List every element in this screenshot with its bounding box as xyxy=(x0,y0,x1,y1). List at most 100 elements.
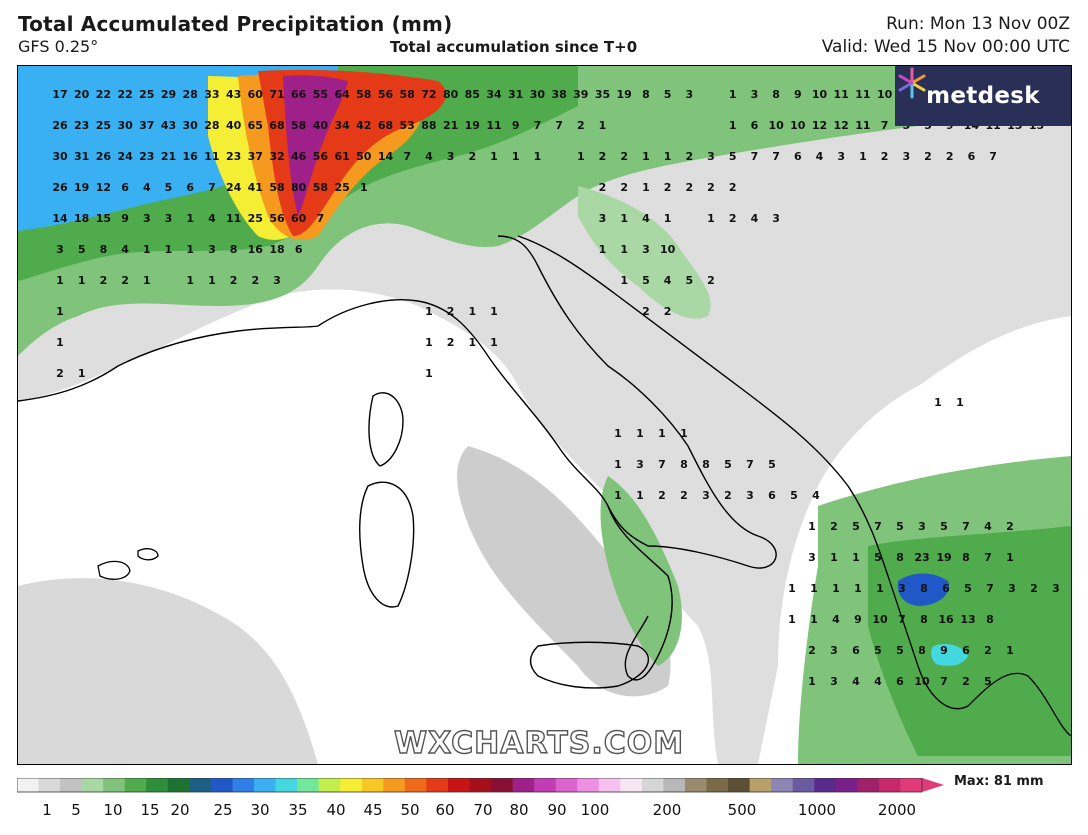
precip-value: 7 xyxy=(555,119,563,132)
legend-swatch xyxy=(491,778,514,792)
legend-swatch xyxy=(275,778,298,792)
precip-value: 7 xyxy=(962,520,970,533)
precip-value: 5 xyxy=(165,181,173,194)
legend-overflow-arrow xyxy=(922,778,944,792)
precip-value: 2 xyxy=(984,644,992,657)
precip-value: 19 xyxy=(617,88,632,101)
precip-value: 30 xyxy=(117,119,133,132)
legend-swatch xyxy=(17,778,40,792)
precip-value: 7 xyxy=(658,458,666,471)
legend-swatch xyxy=(620,778,643,792)
legend-swatch xyxy=(555,778,578,792)
precip-value: 5 xyxy=(964,582,972,595)
precip-value: 1 xyxy=(56,336,64,349)
precip-value: 1 xyxy=(186,274,194,287)
precip-value: 3 xyxy=(746,489,754,502)
precip-value: 6 xyxy=(295,243,303,256)
precip-value: 1 xyxy=(599,243,607,256)
precip-value: 6 xyxy=(942,582,950,595)
legend-swatch xyxy=(297,778,320,792)
precip-value: 7 xyxy=(986,582,994,595)
precip-value: 20 xyxy=(74,88,90,101)
precip-value: 9 xyxy=(512,119,520,132)
precip-value: 66 xyxy=(291,88,307,101)
precip-value: 85 xyxy=(465,88,480,101)
precip-value: 1 xyxy=(808,520,816,533)
precip-value: 56 xyxy=(269,212,285,225)
precip-value: 5 xyxy=(78,243,86,256)
legend-tick-label: 90 xyxy=(547,801,566,819)
precip-value: 3 xyxy=(1008,582,1016,595)
precip-value: 58 xyxy=(400,88,415,101)
precip-value: 5 xyxy=(790,489,798,502)
legend-swatch xyxy=(469,778,492,792)
precip-value: 50 xyxy=(356,150,372,163)
precip-value: 1 xyxy=(599,119,607,132)
precip-value: 1 xyxy=(642,181,650,194)
precipitation-map[interactable]: 17 20 22 22 25 29 28 33 43 60 71 66 55 64 58 56 58 72 80 85… xyxy=(17,65,1072,765)
precip-value: 3 xyxy=(273,274,281,287)
precip-value: 7 xyxy=(984,551,992,564)
precip-value: 3 xyxy=(751,88,759,101)
precip-value: 34 xyxy=(486,88,502,101)
precip-value: 4 xyxy=(852,675,860,688)
legend-swatch xyxy=(340,778,363,792)
france-coast xyxy=(18,325,319,402)
precip-value: 14 xyxy=(52,212,68,225)
precip-value: 25 xyxy=(139,88,154,101)
precip-value: 1 xyxy=(852,551,860,564)
precip-value: 22 xyxy=(96,88,111,101)
precip-value: 6 xyxy=(794,150,802,163)
precip-value: 2 xyxy=(1006,520,1014,533)
precip-value: 3 xyxy=(208,243,216,256)
precip-value: 8 xyxy=(772,88,780,101)
legend-swatch xyxy=(383,778,406,792)
precip-value: 1 xyxy=(707,212,715,225)
legend-tick-label: 1000 xyxy=(798,801,836,819)
legend-swatch xyxy=(814,778,837,792)
precip-value: 8 xyxy=(642,88,650,101)
precip-value: 19 xyxy=(74,181,89,194)
chart-subtitle: Total accumulation since T+0 xyxy=(390,38,638,56)
precip-value: 11 xyxy=(204,150,219,163)
precip-value: 2 xyxy=(808,644,816,657)
precip-value: 8 xyxy=(702,458,710,471)
precip-value: 58 xyxy=(356,88,371,101)
legend-tick-label: 500 xyxy=(728,801,757,819)
precip-value: 1 xyxy=(490,336,498,349)
precip-value: 12 xyxy=(812,119,827,132)
precip-value: 2 xyxy=(56,367,64,380)
precip-value: 8 xyxy=(680,458,688,471)
valid-time: Valid: Wed 15 Nov 00:00 UTC xyxy=(821,37,1070,57)
legend-swatch xyxy=(60,778,83,792)
precip-value: 4 xyxy=(208,212,216,225)
precip-value: 60 xyxy=(291,212,307,225)
precip-value: 42 xyxy=(356,119,371,132)
legend-swatch xyxy=(792,778,815,792)
precip-value: 2 xyxy=(100,274,108,287)
precip-value: 68 xyxy=(378,119,393,132)
legend-tick-label: 25 xyxy=(213,801,232,819)
precip-value: 10 xyxy=(768,119,784,132)
metdesk-logo: metdesk xyxy=(895,66,1071,126)
model-label: GFS 0.25° xyxy=(18,37,99,56)
precip-value: 7 xyxy=(874,520,882,533)
precip-value: 2 xyxy=(680,489,688,502)
precip-value: 40 xyxy=(313,119,329,132)
precip-value: 1 xyxy=(642,150,650,163)
legend-tick-label: 15 xyxy=(140,801,159,819)
precip-value: 2 xyxy=(658,489,666,502)
precip-value: 10 xyxy=(872,613,888,626)
green-precip-calabria xyxy=(600,476,682,666)
legend-swatch xyxy=(38,778,61,792)
precip-value: 46 xyxy=(291,150,307,163)
precip-value: 23 xyxy=(74,119,89,132)
precip-value: 2 xyxy=(881,150,889,163)
precip-value: 60 xyxy=(248,88,264,101)
precip-value: 1 xyxy=(186,243,194,256)
grey-shading-3 xyxy=(18,578,318,764)
precip-value: 1 xyxy=(425,305,433,318)
precip-value: 8 xyxy=(100,243,108,256)
precip-value: 12 xyxy=(834,119,849,132)
precip-value: 1 xyxy=(78,274,86,287)
